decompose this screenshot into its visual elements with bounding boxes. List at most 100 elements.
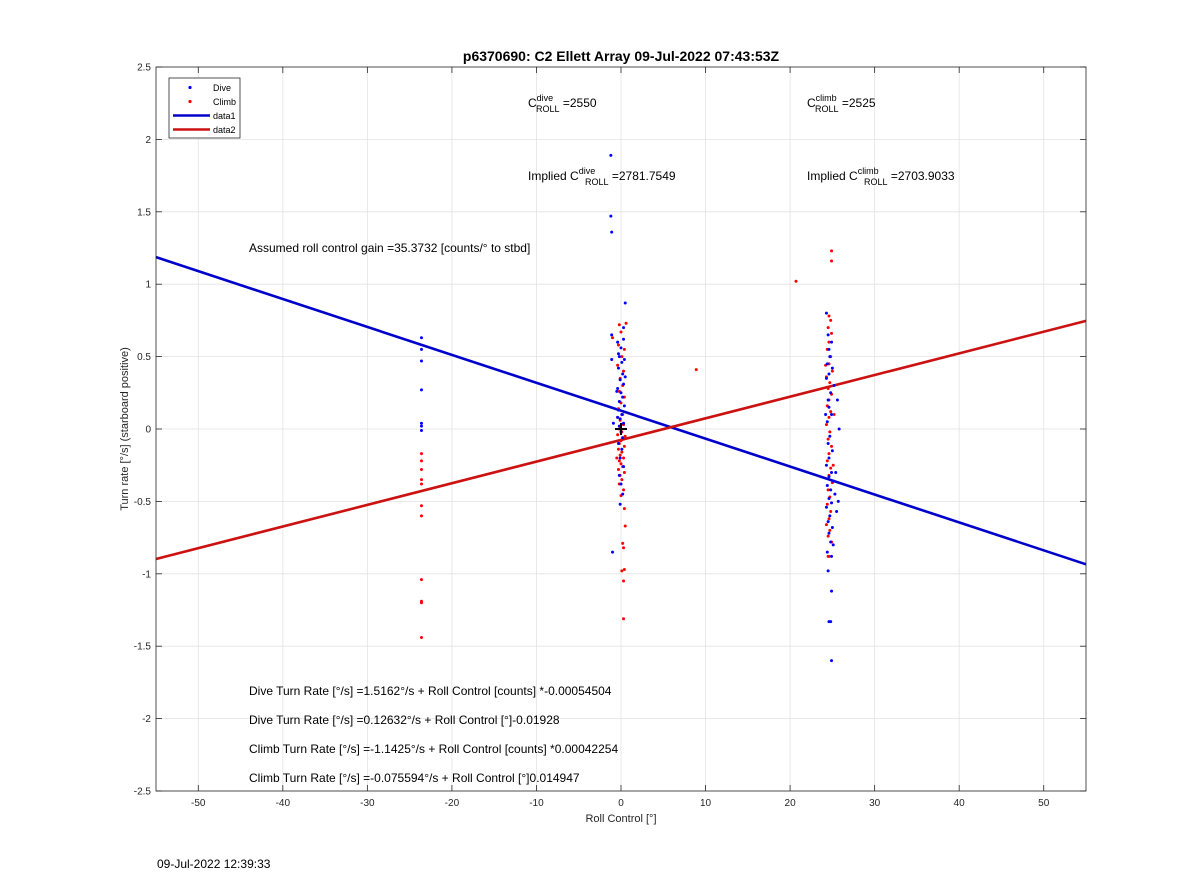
climb-point <box>616 468 620 472</box>
x-tick-label: 40 <box>954 798 966 809</box>
implied-climb-annotation: Implied Cclimb ROLL =2703.9033 <box>807 166 955 187</box>
dive-point <box>829 488 833 492</box>
climb-point <box>419 514 423 518</box>
dive-point <box>622 326 626 330</box>
dive-point <box>620 447 624 451</box>
y-tick-label: -2 <box>142 714 151 725</box>
climb-point <box>826 386 830 390</box>
dive-point <box>618 502 622 506</box>
dive-point <box>622 337 626 341</box>
climb-point <box>829 318 833 322</box>
c-roll-dive-value: =2550 <box>560 96 597 110</box>
dive-point <box>609 153 613 157</box>
climb-point <box>620 569 624 573</box>
climb-point <box>419 459 423 463</box>
climb-point <box>616 343 620 347</box>
climb-point <box>830 369 834 373</box>
dive-point <box>619 391 623 395</box>
implied-dive-prefix: Implied C <box>528 169 579 183</box>
dive-point <box>824 505 828 509</box>
dive-point <box>419 424 423 428</box>
climb-point <box>830 444 834 448</box>
y-tick-label: -0.5 <box>134 497 152 508</box>
x-tick-label: -50 <box>191 798 206 809</box>
climb-point <box>620 355 624 359</box>
dive-point <box>621 436 625 440</box>
dive-point <box>826 569 830 573</box>
climb-point <box>828 528 832 532</box>
climb-point <box>419 452 423 456</box>
legend-dive-label: Dive <box>213 83 231 93</box>
dive-point <box>830 554 834 558</box>
climb-point <box>419 468 423 472</box>
climb-point <box>624 321 628 325</box>
climb-point <box>830 249 834 253</box>
climb-point <box>623 524 627 528</box>
climb-point <box>419 601 423 605</box>
climb-point <box>419 482 423 486</box>
dive-point <box>622 357 626 361</box>
chart-title: p6370690: C2 Ellett Array 09-Jul-2022 07… <box>463 48 780 64</box>
climb-point <box>623 434 627 438</box>
dive-point <box>831 479 835 483</box>
x-tick-label: -30 <box>360 798 375 809</box>
ticks: -50 -40 -30 -20 -10 0 10 20 30 40 50-2.5-2-1.5-1-0… <box>134 63 1086 809</box>
climb-point <box>616 363 620 367</box>
dive-point <box>833 492 837 496</box>
dive-point <box>615 389 619 393</box>
climb-point <box>827 415 831 419</box>
implied-climb-value: =2703.9033 <box>888 169 955 183</box>
climb-point <box>419 636 423 640</box>
climb-point <box>827 314 831 318</box>
dive-point <box>617 355 621 359</box>
dive-point <box>827 475 831 479</box>
dive-point <box>835 510 839 514</box>
dive-point <box>621 372 625 376</box>
legend-dive-marker <box>188 85 192 90</box>
dive-point <box>831 543 835 547</box>
y-tick-label: 0.5 <box>137 352 151 363</box>
climb-point <box>615 456 619 460</box>
dive-point <box>611 550 615 554</box>
dive-point <box>419 336 423 340</box>
dive-point <box>623 375 627 379</box>
dive-point <box>825 483 829 487</box>
dive-point <box>616 352 620 356</box>
legend-climb-label: Climb <box>213 97 236 107</box>
implied-climb-sub: ROLL <box>864 177 888 187</box>
dive-point <box>622 465 626 469</box>
dive-point <box>830 449 834 453</box>
climb-point <box>619 462 623 466</box>
climb-point <box>826 437 830 441</box>
footer-timestamp: 09-Jul-2022 12:39:33 <box>157 857 271 871</box>
dive-point <box>616 386 620 390</box>
implied-dive-value: =2781.7549 <box>609 169 676 183</box>
dive-point <box>836 499 840 503</box>
climb-point <box>622 546 626 550</box>
climb-point <box>620 450 624 454</box>
climb-point <box>622 617 626 621</box>
dive-point <box>825 362 829 366</box>
dive-point <box>618 456 622 460</box>
x-axis-label: Roll Control [°] <box>585 813 656 825</box>
climb-point <box>825 459 829 463</box>
dive-point <box>617 473 621 477</box>
dive-point <box>419 359 423 363</box>
dive-point <box>621 395 625 399</box>
dive-point <box>828 355 832 359</box>
equation-dive-degrees: Dive Turn Rate [°/s] =0.12632°/s + Roll … <box>249 713 560 727</box>
climb-point <box>622 369 626 373</box>
dive-point <box>826 520 830 524</box>
dive-point <box>610 357 614 361</box>
legend: Dive Climb data1 data2 <box>168 77 241 139</box>
y-tick-label: -2.5 <box>134 787 152 798</box>
y-tick-label: -1 <box>142 569 151 580</box>
dive-point <box>827 347 831 351</box>
equation-climb-degrees: Climb Turn Rate [°/s] =-0.075594°/s + Ro… <box>249 771 580 785</box>
dive-point <box>830 413 834 417</box>
dive-point <box>419 421 423 425</box>
climb-point <box>622 347 626 351</box>
climb-point <box>827 340 831 344</box>
dive-point <box>616 366 620 370</box>
